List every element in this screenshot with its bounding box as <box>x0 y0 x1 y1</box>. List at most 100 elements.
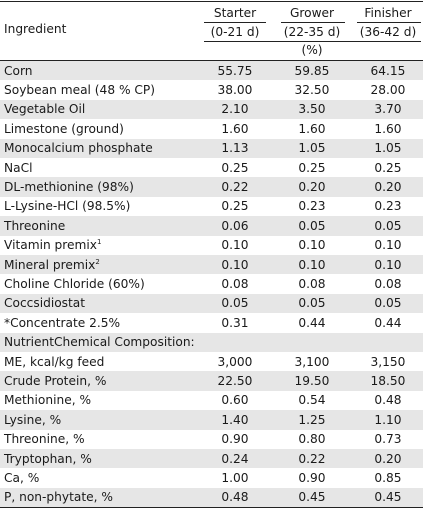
starter-value: 38.00 <box>217 83 253 98</box>
bottom-rule <box>0 507 423 508</box>
top-rule <box>0 1 423 2</box>
row-label: Threonine, % <box>0 432 200 446</box>
row-label: DL-methionine (98%) <box>0 180 200 194</box>
row-label-text: Vegetable Oil <box>4 102 86 117</box>
grower-value: 0.23 <box>298 199 326 214</box>
row-label-text: NutrientChemical Composition: <box>4 335 195 350</box>
table-row: DL-methionine (98%) 0.22 0.20 0.20 <box>0 177 423 197</box>
table-row: Monocalcium phosphate 1.13 1.05 1.05 <box>0 138 423 158</box>
table-row: Threonine 0.06 0.05 0.05 <box>0 216 423 236</box>
header-ingredient: Ingredient <box>4 22 67 36</box>
row-label-text: Corn <box>4 63 33 78</box>
row-label-text: DL-methionine (98%) <box>4 180 134 195</box>
row-label: Coccsidiostat <box>0 296 200 310</box>
finisher-value: 3,150 <box>370 354 406 369</box>
table-row: Crude Protein, % 22.50 19.50 18.50 <box>0 371 423 391</box>
row-label-text: Crude Protein, % <box>4 374 107 389</box>
period-underline <box>204 41 421 42</box>
starter-value: 0.48 <box>221 490 249 505</box>
header-starter: Starter <box>213 6 257 20</box>
finisher-value: 0.73 <box>374 432 402 447</box>
row-label-text: NaCl <box>4 160 33 175</box>
row-label: NutrientChemical Composition: <box>0 335 200 349</box>
table-row: NutrientChemical Composition: <box>0 332 423 352</box>
table-row: Mineral premix2 0.10 0.10 0.10 <box>0 255 423 275</box>
starter-value: 1.00 <box>221 471 249 486</box>
finisher-value: 1.10 <box>374 412 402 427</box>
grower-value: 0.05 <box>298 296 326 311</box>
row-label-text: Ca, % <box>4 471 40 486</box>
grower-value: 0.10 <box>298 257 326 272</box>
row-label: Corn <box>0 64 200 78</box>
starter-value: 0.24 <box>221 451 249 466</box>
header-rule <box>0 60 423 61</box>
starter-value: 0.31 <box>221 315 249 330</box>
starter-value: 22.50 <box>217 374 253 389</box>
starter-value: 0.22 <box>221 180 249 195</box>
row-label: Mineral premix2 <box>0 258 200 272</box>
header-finisher-period: (36-42 d) <box>359 25 417 39</box>
row-label: Soybean meal (48 % CP) <box>0 83 200 97</box>
starter-value: 0.25 <box>221 199 249 214</box>
starter-value: 0.60 <box>221 393 249 408</box>
starter-value: 0.10 <box>221 238 249 253</box>
finisher-value: 0.20 <box>374 451 402 466</box>
grower-value: 19.50 <box>294 374 330 389</box>
row-label-text: Threonine <box>4 218 66 233</box>
row-label-text: Mineral premix <box>4 257 96 272</box>
starter-value: 0.06 <box>221 218 249 233</box>
grower-value: 0.80 <box>298 432 326 447</box>
starter-value: 1.40 <box>221 412 249 427</box>
row-label-text: Monocalcium phosphate <box>4 141 153 156</box>
row-label: Lysine, % <box>0 413 200 427</box>
row-label: Methionine, % <box>0 393 200 407</box>
footnote-marker: 1 <box>97 238 102 247</box>
table-row: NaCl 0.25 0.25 0.25 <box>0 158 423 177</box>
finisher-value: 0.20 <box>374 180 402 195</box>
row-label: Limestone (ground) <box>0 122 200 136</box>
finisher-value: 1.60 <box>374 121 402 136</box>
row-label: P, non-phytate, % <box>0 490 200 504</box>
grower-value: 0.25 <box>298 160 326 175</box>
table-row: Limestone (ground) 1.60 1.60 1.60 <box>0 119 423 138</box>
table-row: P, non-phytate, % 0.48 0.45 0.45 <box>0 487 423 508</box>
header-unit: (%) <box>301 43 323 57</box>
finisher-value: 18.50 <box>370 374 406 389</box>
grower-value: 0.54 <box>298 393 326 408</box>
table-row: Threonine, % 0.90 0.80 0.73 <box>0 430 423 449</box>
row-label: Tryptophan, % <box>0 452 200 466</box>
row-label: Ca, % <box>0 471 200 485</box>
row-label: Crude Protein, % <box>0 374 200 388</box>
table-row: ME, kcal/kg feed 3,000 3,100 3,150 <box>0 352 423 371</box>
grower-value: 1.60 <box>298 121 326 136</box>
grower-value: 3.50 <box>298 102 326 117</box>
header-finisher: Finisher <box>364 6 412 20</box>
row-label-text: Lysine, % <box>4 412 62 427</box>
finisher-value: 28.00 <box>370 83 406 98</box>
finisher-value: 0.48 <box>374 393 402 408</box>
starter-value: 1.60 <box>221 121 249 136</box>
table-row: Vitamin premix1 0.10 0.10 0.10 <box>0 236 423 255</box>
row-label-text: Vitamin premix <box>4 238 98 253</box>
grower-value: 59.85 <box>294 63 330 78</box>
row-label: Choline Chloride (60%) <box>0 277 200 291</box>
grower-value: 1.25 <box>298 412 326 427</box>
grower-value: 1.05 <box>298 141 326 156</box>
grower-value: 3,100 <box>294 354 330 369</box>
row-label: Vegetable Oil <box>0 102 200 116</box>
finisher-value: 3.70 <box>374 102 402 117</box>
table-row: Ca, % 1.00 0.90 0.85 <box>0 468 423 487</box>
finisher-value: 0.23 <box>374 199 402 214</box>
starter-value: 0.05 <box>221 296 249 311</box>
table-row: Corn 55.75 59.85 64.15 <box>0 61 423 81</box>
row-label-text: Soybean meal (48 % CP) <box>4 83 156 98</box>
header-starter-period: (0-21 d) <box>210 25 260 39</box>
table-row: *Concentrate 2.5% 0.31 0.44 0.44 <box>0 313 423 332</box>
table-row: L-Lysine-HCl (98.5%) 0.25 0.23 0.23 <box>0 197 423 216</box>
table-row: Choline Chloride (60%) 0.08 0.08 0.08 <box>0 274 423 293</box>
finisher-value: 0.10 <box>374 257 402 272</box>
finisher-value: 0.85 <box>374 471 402 486</box>
grower-value: 0.90 <box>298 471 326 486</box>
row-label-text: Choline Chloride (60%) <box>4 277 145 292</box>
